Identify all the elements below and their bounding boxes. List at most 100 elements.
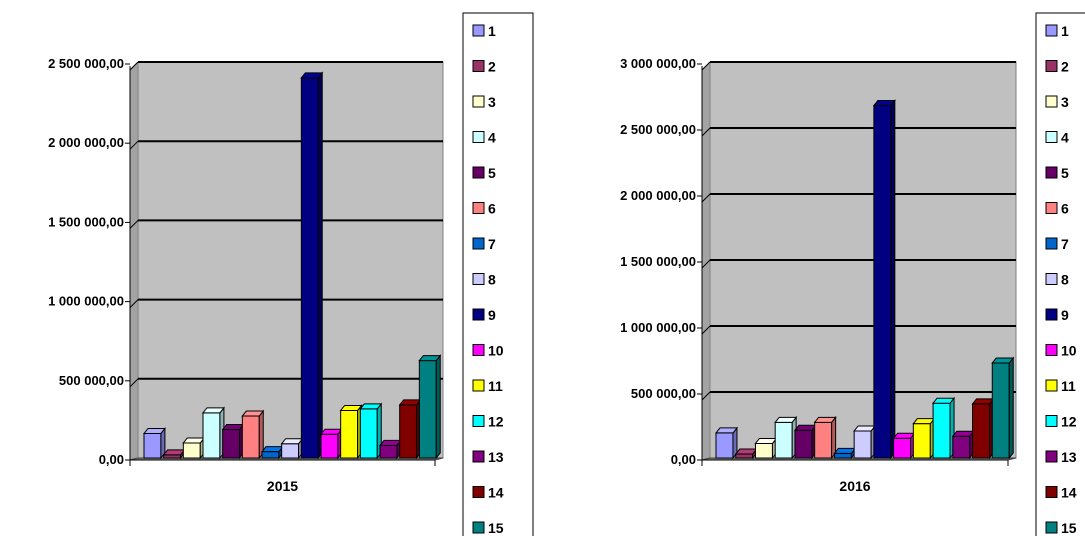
legend-item-11: 11: [1045, 378, 1076, 394]
legend-item-13: 13: [1045, 449, 1077, 465]
bar-series-9: [872, 99, 896, 460]
legend-label: 2: [1061, 59, 1069, 75]
legend-item-8: 8: [1045, 272, 1069, 288]
bar-top: [912, 418, 936, 425]
bar-front: [399, 404, 418, 459]
legend-label: 5: [488, 165, 496, 181]
bar-series-2: [734, 447, 758, 460]
legend-label: 3: [1061, 94, 1069, 110]
bar-series-9: [300, 71, 324, 460]
legend-label: 10: [488, 343, 504, 359]
legend-item-6: 6: [472, 201, 496, 217]
bar-front: [774, 421, 793, 459]
legend-box: [1035, 12, 1085, 536]
legend-item-3: 3: [1045, 94, 1069, 110]
legend-swatch: [472, 95, 485, 108]
bar-top: [319, 428, 343, 435]
legend-label: 9: [488, 307, 496, 323]
bar-front: [202, 412, 221, 459]
bar-top: [260, 446, 284, 453]
legend-swatch: [472, 131, 485, 143]
bar-front: [873, 105, 892, 459]
y-tick-label: 500 000,00: [631, 386, 696, 401]
legend-label: 13: [1061, 449, 1077, 465]
bar-front: [281, 443, 300, 459]
y-tick-label: 2 500 000,00: [48, 56, 124, 71]
legend-swatch: [472, 379, 485, 392]
plot-back-wall: [137, 61, 444, 459]
bar-top: [201, 407, 225, 414]
legend-label: 4: [488, 130, 496, 146]
legend-item-12: 12: [1045, 414, 1077, 430]
bar-front: [241, 415, 260, 459]
bar-series-3: [754, 437, 778, 460]
bar-top: [853, 425, 877, 432]
legend-item-5: 5: [472, 165, 496, 181]
legend-item-6: 6: [1045, 201, 1069, 217]
legend-item-9: 9: [472, 307, 496, 323]
bar-series-11: [912, 417, 936, 460]
legend-item-14: 14: [1045, 485, 1077, 501]
legend-swatch: [1045, 521, 1058, 534]
bar-front: [754, 442, 773, 459]
y-tick-label: 500 000,00: [59, 373, 124, 388]
bar-top: [398, 399, 422, 406]
gridline-side: [701, 325, 711, 335]
gridline-side: [701, 193, 711, 203]
legend-label: 8: [488, 272, 496, 288]
legend-swatch: [1045, 450, 1058, 463]
chart-2015: 0,00 500 000,00 1 000 000,00 1 500 000,00 2 …: [48, 12, 534, 536]
bar-front: [814, 421, 833, 459]
y-tick-label: 2 500 000,00: [620, 122, 696, 137]
bar-series-13: [951, 429, 975, 460]
legend-swatch: [472, 308, 485, 321]
bar-front: [991, 362, 1010, 459]
bar-top: [734, 448, 758, 455]
legend-item-5: 5: [1045, 165, 1069, 181]
legend-item-2: 2: [1045, 59, 1069, 75]
bar-front: [182, 442, 201, 459]
legend-item-15: 15: [1045, 520, 1077, 536]
y-tick-label: 2 000 000,00: [620, 188, 696, 203]
gridline-side: [129, 378, 139, 388]
bar-top: [932, 397, 956, 404]
legend-swatch: [472, 202, 485, 214]
x-category-label: 2016: [839, 478, 870, 494]
bar-series-12: [932, 396, 956, 460]
legend-label: 7: [488, 236, 496, 252]
legend-swatch: [1045, 344, 1058, 356]
bar-top: [418, 355, 442, 362]
bar-series-10: [319, 427, 343, 460]
bar-series-8: [280, 437, 304, 460]
legend-item-13: 13: [472, 449, 504, 465]
y-tick-label: 3 000 000,00: [620, 56, 696, 71]
y-tick-label: 0,00: [671, 452, 696, 467]
legend-swatch: [472, 24, 485, 37]
legend-swatch: [472, 450, 485, 463]
bar-front: [261, 451, 280, 459]
bar-front: [359, 408, 378, 459]
bar-top: [714, 427, 739, 434]
bar-side: [890, 99, 896, 460]
legend-label: 11: [1061, 378, 1076, 394]
legend-label: 8: [1061, 272, 1069, 288]
bar-series-6: [813, 415, 837, 460]
bar-front: [143, 432, 162, 459]
bar-series-14: [398, 398, 422, 460]
legend-swatch: [472, 166, 485, 179]
legend-swatch: [472, 60, 485, 72]
legend-swatch: [472, 415, 485, 427]
bar-front: [340, 409, 359, 459]
bar-front: [222, 428, 241, 459]
legend-swatch: [472, 237, 485, 250]
legend-swatch: [472, 344, 485, 356]
bar-series-5: [793, 423, 817, 460]
bar-top: [892, 432, 916, 439]
bar-top: [793, 424, 817, 431]
bar-series-10: [892, 431, 916, 460]
bar-top: [971, 398, 995, 405]
gridline-side: [701, 61, 711, 71]
legend-swatch: [472, 273, 485, 285]
legend-item-10: 10: [1045, 343, 1077, 359]
bar-series-6: [241, 409, 265, 460]
